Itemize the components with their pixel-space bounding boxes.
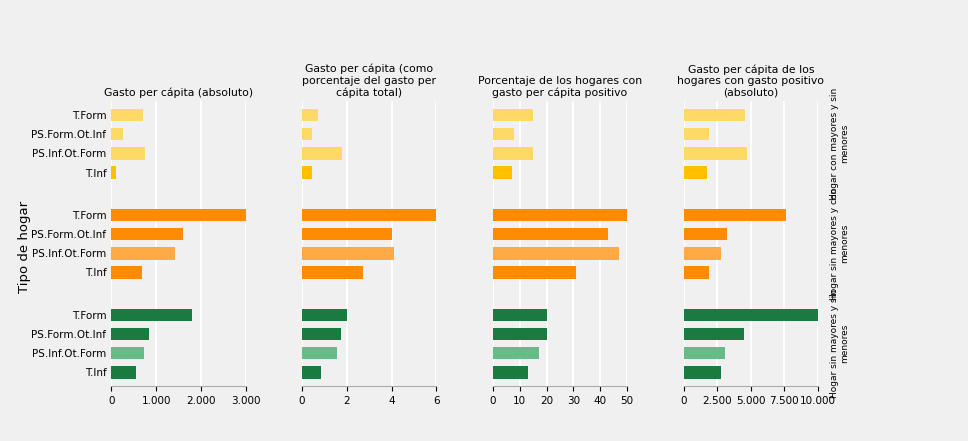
Text: Hogar sin mayores y sin
menores: Hogar sin mayores y sin menores: [830, 289, 849, 398]
Bar: [493, 347, 538, 359]
Bar: [302, 147, 343, 160]
Bar: [493, 209, 627, 221]
Bar: [683, 266, 710, 279]
Bar: [683, 309, 818, 321]
Text: Tipo de hogar: Tipo de hogar: [17, 201, 31, 293]
Bar: [493, 309, 547, 321]
Bar: [111, 108, 142, 121]
Bar: [493, 266, 576, 279]
Title: Porcentaje de los hogares con
gasto per cápita positivo: Porcentaje de los hogares con gasto per …: [478, 76, 642, 98]
Bar: [111, 247, 175, 259]
Bar: [111, 309, 192, 321]
Bar: [493, 128, 514, 140]
Bar: [302, 228, 392, 240]
Bar: [302, 108, 318, 121]
Bar: [493, 108, 533, 121]
Bar: [683, 128, 710, 140]
Bar: [111, 366, 136, 379]
Bar: [111, 209, 250, 221]
Text: Hogar con mayores y sin
menores: Hogar con mayores y sin menores: [830, 88, 849, 200]
Bar: [111, 228, 183, 240]
Bar: [302, 328, 342, 340]
Bar: [683, 347, 725, 359]
Bar: [302, 247, 394, 259]
Bar: [493, 247, 620, 259]
Bar: [302, 266, 363, 279]
Title: Gasto per cápita (absoluto): Gasto per cápita (absoluto): [104, 87, 253, 98]
Bar: [683, 228, 727, 240]
Text: Hogar sin mayores y con
menores: Hogar sin mayores y con menores: [830, 187, 849, 300]
Bar: [111, 166, 116, 179]
Bar: [683, 209, 786, 221]
Bar: [683, 328, 744, 340]
Bar: [683, 366, 720, 379]
Bar: [302, 309, 347, 321]
Bar: [111, 328, 149, 340]
Bar: [302, 366, 321, 379]
Bar: [302, 166, 312, 179]
Bar: [302, 347, 337, 359]
Bar: [493, 228, 608, 240]
Title: Gasto per cápita de los
hogares con gasto positivo
(absoluto): Gasto per cápita de los hogares con gast…: [678, 64, 825, 98]
Bar: [683, 166, 708, 179]
Title: Gasto per cápita (como
porcentaje del gasto per
cápita total): Gasto per cápita (como porcentaje del ga…: [302, 64, 437, 98]
Bar: [302, 209, 445, 221]
Bar: [111, 128, 123, 140]
Bar: [111, 147, 145, 160]
Bar: [493, 147, 533, 160]
Bar: [683, 108, 745, 121]
Bar: [683, 247, 720, 259]
Bar: [302, 128, 312, 140]
Bar: [493, 166, 512, 179]
Bar: [111, 266, 141, 279]
Bar: [493, 328, 547, 340]
Bar: [493, 366, 528, 379]
Bar: [111, 347, 144, 359]
Bar: [683, 147, 746, 160]
